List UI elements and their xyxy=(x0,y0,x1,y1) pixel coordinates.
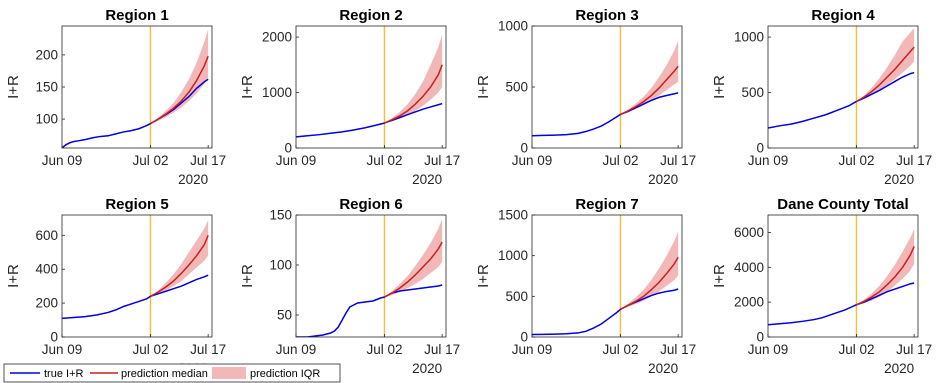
panel-3: 0 500 1000 Jun 09 Jul 02 Jul 17 2020 I+R Region … xyxy=(475,7,696,187)
axes-area xyxy=(62,215,212,337)
panel-7: 0 500 1000 1500 Jun 09 Jul 02 Jul 17 2020 I+R Reg… xyxy=(475,196,696,376)
x-tick-label: Jul 17 xyxy=(424,153,460,168)
x-tick-label: Jun 09 xyxy=(512,153,553,168)
x-year-label: 2020 xyxy=(884,361,914,376)
x-tick-label: Jul 17 xyxy=(660,153,696,168)
panel-1: 100 150 200 Jun 09 Jul 02 Jul 17 2020 I+R Region… xyxy=(5,7,226,187)
x-tick-label: Jun 09 xyxy=(748,342,789,357)
y-axis-label: I+R xyxy=(475,264,492,288)
y-axis-label: I+R xyxy=(475,75,492,99)
panel-title: Region 3 xyxy=(575,7,638,24)
y-tick-label: 2000 xyxy=(734,295,764,310)
legend-iqr-label: prediction IQR xyxy=(250,368,320,380)
y-axis-label: I+R xyxy=(5,264,22,288)
y-tick-label: 400 xyxy=(35,262,58,277)
x-tick-label: Jul 17 xyxy=(190,342,226,357)
panel-5: 0200400600Jun 09Jul 02Jul 172020I+RRegio… xyxy=(5,196,226,376)
x-tick-label: Jul 17 xyxy=(424,342,460,357)
y-tick-label: 50 xyxy=(277,308,292,323)
x-tick-label: Jun 09 xyxy=(42,342,83,357)
x-tick-label: Jul 02 xyxy=(366,342,402,357)
y-tick-label: 500 xyxy=(741,85,764,100)
panel-title: Dane County Total xyxy=(777,196,908,213)
x-year-label: 2020 xyxy=(412,361,442,376)
y-tick-label: 100 xyxy=(269,258,292,273)
y-tick-label: 150 xyxy=(269,208,292,223)
panel-2: 0 1000 2000 Jun 09 Jul 02 Jul 17 2020 I+R Region… xyxy=(239,7,460,187)
x-tick-label: Jul 02 xyxy=(132,153,168,168)
y-tick-label: 500 xyxy=(505,80,528,95)
y-tick-label: 4000 xyxy=(734,260,764,275)
panel-title: Region 6 xyxy=(339,196,402,213)
y-tick-label: 100 xyxy=(35,112,58,127)
panel-title: Region 2 xyxy=(339,7,402,24)
y-tick-label: 1000 xyxy=(262,85,292,100)
x-tick-label: Jul 02 xyxy=(602,342,638,357)
x-year-label: 2020 xyxy=(648,172,678,187)
panel-6: 50 100 150 Jun 09 Jul 02 Jul 17 2020 I+R Region … xyxy=(239,196,460,376)
x-tick-label: Jun 09 xyxy=(512,342,553,357)
x-year-label: 2020 xyxy=(178,172,208,187)
y-tick-label: 1000 xyxy=(498,248,528,263)
x-tick-label: Jul 17 xyxy=(660,342,696,357)
y-tick-label: 1000 xyxy=(734,30,764,45)
legend: true I+R prediction median prediction IQ… xyxy=(4,364,340,382)
x-tick-label: Jul 02 xyxy=(602,153,638,168)
y-axis-label: I+R xyxy=(5,75,22,99)
y-tick-label: 1500 xyxy=(498,208,528,223)
x-year-label: 2020 xyxy=(412,172,442,187)
y-tick-label: 2000 xyxy=(262,30,292,45)
panel-title: Region 5 xyxy=(105,196,168,213)
x-tick-label: Jul 02 xyxy=(132,342,168,357)
panel-8: 0 2000 4000 6000 Jun 09 Jul 02 Jul 17 2020 I+R Da… xyxy=(711,196,932,376)
x-tick-label: Jun 09 xyxy=(42,153,83,168)
y-tick-label: 1000 xyxy=(498,19,528,34)
y-axis-label: I+R xyxy=(711,75,728,99)
x-tick-label: Jul 17 xyxy=(190,153,226,168)
y-tick-label: 600 xyxy=(35,228,58,243)
x-tick-label: Jul 02 xyxy=(838,153,874,168)
x-tick-label: Jul 17 xyxy=(896,342,932,357)
legend-iqr-swatch xyxy=(212,367,246,379)
axes-area xyxy=(768,26,918,148)
x-tick-label: Jul 02 xyxy=(366,153,402,168)
y-tick-label: 200 xyxy=(35,296,58,311)
x-year-label: 2020 xyxy=(648,361,678,376)
x-tick-label: Jun 09 xyxy=(748,153,789,168)
panel-4: 0 500 1000 Jun 09 Jul 02 Jul 17 2020 I+R Region … xyxy=(711,7,932,187)
panel-grid: 100 150 200 Jun 09 Jul 02 Jul 17 2020 I+R Region… xyxy=(5,7,932,376)
x-tick-label: Jul 02 xyxy=(838,342,874,357)
x-tick-label: Jun 09 xyxy=(276,153,317,168)
panel-title: Region 4 xyxy=(811,7,875,24)
y-axis-label: I+R xyxy=(239,264,256,288)
panel-title: Region 1 xyxy=(105,7,168,24)
x-tick-label: Jun 09 xyxy=(276,342,317,357)
legend-true-label: true I+R xyxy=(44,368,83,380)
x-tick-label: Jul 17 xyxy=(896,153,932,168)
y-tick-label: 150 xyxy=(35,80,58,95)
y-tick-label: 6000 xyxy=(734,225,764,240)
y-tick-label: 500 xyxy=(505,289,528,304)
legend-median-label: prediction median xyxy=(121,368,208,380)
panel-title: Region 7 xyxy=(575,196,638,213)
y-tick-label: 200 xyxy=(35,47,58,62)
x-year-label: 2020 xyxy=(884,172,914,187)
y-axis-label: I+R xyxy=(711,264,728,288)
y-axis-label: I+R xyxy=(239,75,256,99)
